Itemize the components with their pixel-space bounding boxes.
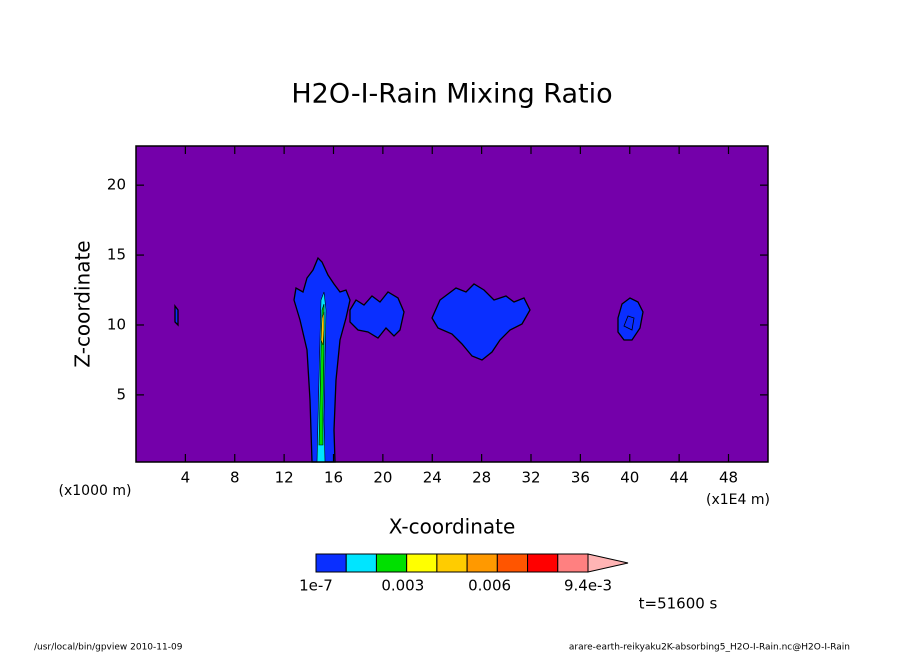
- x-unit: (x1E4 m): [706, 492, 770, 508]
- y-unit: (x1000 m): [59, 483, 132, 499]
- colorbar-box: [436, 553, 468, 573]
- chart-title: H2O-I-Rain Mixing Ratio: [291, 79, 612, 110]
- colorbar-box: [466, 553, 498, 573]
- plot-frame: [135, 145, 769, 463]
- y-axis-label: Z-coordinate: [71, 240, 95, 367]
- x-axis-label: X-coordinate: [389, 515, 516, 539]
- x-tick-label: 36: [571, 469, 590, 487]
- contour-regions: [174, 256, 644, 463]
- footer-right: arare-earth-reikyaku2K-absorbing5_H2O-I-…: [569, 643, 850, 653]
- x-tick-label: 20: [373, 469, 392, 487]
- colorbar-tick-label: 0.006: [468, 577, 511, 595]
- colorbar-extend: [587, 553, 629, 573]
- colorbar-tick-label: 0.003: [381, 577, 424, 595]
- contour-region: [174, 304, 179, 327]
- colorbar-box: [557, 553, 589, 573]
- x-tick-label: 28: [472, 469, 491, 487]
- x-tick-label: 4: [181, 469, 191, 487]
- colorbar-tick-label: 9.4e-3: [564, 577, 612, 595]
- colorbar-box: [406, 553, 438, 573]
- contour-region: [623, 315, 635, 331]
- colorbar-box: [375, 553, 408, 573]
- x-tick-label: 16: [324, 469, 343, 487]
- x-tick-label: 44: [670, 469, 689, 487]
- y-tick-label: 20: [107, 176, 126, 194]
- x-tick-label: 24: [423, 469, 442, 487]
- contour-region: [431, 283, 531, 361]
- x-tick-label: 8: [230, 469, 240, 487]
- contour-region: [349, 291, 405, 339]
- colorbar-tick-label: 1e-7: [299, 577, 333, 595]
- colorbar-box: [345, 553, 377, 573]
- colorbar-box: [527, 553, 559, 573]
- y-tick-label: 10: [107, 315, 126, 333]
- colorbar-box: [496, 553, 529, 573]
- y-tick-label: 5: [116, 385, 126, 403]
- footer-left: /usr/local/bin/gpview 2010-11-09: [34, 643, 183, 653]
- y-tick-label: 15: [107, 246, 126, 264]
- x-tick-label: 48: [719, 469, 738, 487]
- x-tick-label: 12: [275, 469, 294, 487]
- x-tick-label: 32: [521, 469, 540, 487]
- contour-region: [320, 311, 325, 346]
- x-tick-label: 40: [620, 469, 639, 487]
- colorbar-box: [315, 553, 347, 573]
- time-label: t=51600 s: [639, 595, 718, 613]
